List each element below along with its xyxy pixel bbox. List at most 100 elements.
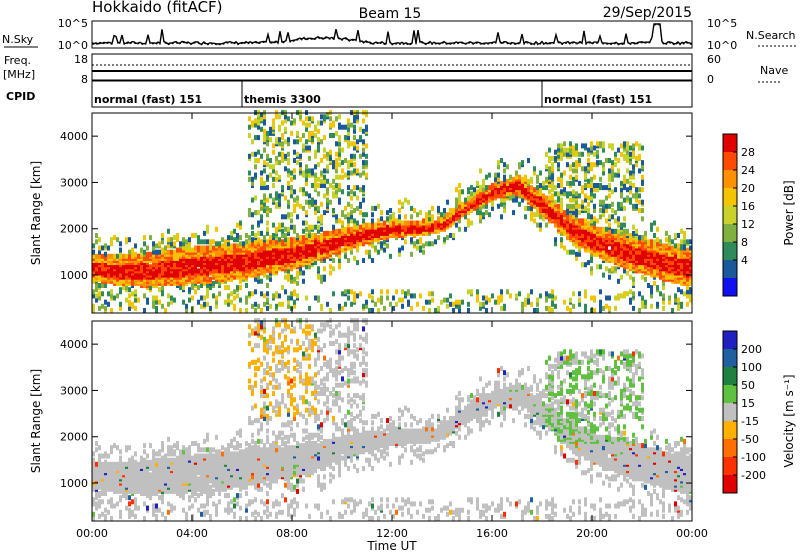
power-cell: [590, 214, 593, 219]
power-cell: [317, 296, 320, 301]
power-cell: [497, 160, 500, 165]
power-cell: [110, 308, 113, 313]
velocity-cell: [149, 472, 152, 477]
power-cell: [188, 298, 191, 303]
power-cell: [380, 296, 383, 301]
power-cell: [365, 223, 368, 228]
power-cell: [206, 246, 209, 251]
power-cell: [416, 246, 419, 251]
power-cell: [458, 227, 461, 232]
power-cell: [167, 293, 170, 298]
power-cell: [329, 231, 332, 236]
power-cell: [233, 229, 236, 234]
power-cell: [410, 214, 413, 219]
power-cell: [545, 152, 548, 157]
power-cell: [173, 298, 176, 303]
power-cell: [554, 185, 557, 190]
power-cell: [500, 181, 503, 186]
power-cell: [167, 302, 170, 307]
power-cell: [569, 175, 572, 180]
power-cell: [500, 214, 503, 219]
power-cell: [608, 204, 611, 209]
power-cell: [239, 308, 242, 313]
freq-strip-frame: [92, 54, 692, 80]
power-cell: [329, 308, 332, 313]
power-cell: [146, 252, 149, 257]
power-cell: [539, 223, 542, 228]
power-cell: [386, 225, 389, 230]
power-cell: [620, 202, 623, 207]
power-cell: [665, 243, 668, 248]
power-cell: [374, 302, 377, 307]
power-cell: [239, 298, 242, 303]
power-cell: [527, 206, 530, 211]
power-cell: [584, 183, 587, 188]
power-cell: [557, 191, 560, 196]
power-cell: [356, 260, 359, 265]
power-cell: [290, 185, 293, 190]
power-cell: [305, 233, 308, 238]
power-cell: [623, 198, 626, 203]
power-cell: [572, 177, 575, 182]
power-cell: [170, 250, 173, 255]
power-cell: [257, 158, 260, 163]
velocity-cell: [110, 462, 113, 467]
power-cell: [590, 266, 593, 271]
power-cell: [203, 239, 206, 244]
ytick-label: 4000: [60, 130, 88, 143]
power-cell: [104, 243, 107, 248]
power-cell: [278, 152, 281, 157]
power-cell: [119, 287, 122, 292]
velocity-cell: [164, 454, 167, 459]
power-cell: [371, 206, 374, 211]
power-cell: [458, 183, 461, 188]
power-cell: [386, 243, 389, 248]
power-cell: [107, 291, 110, 296]
power-cell: [545, 306, 548, 311]
power-cell: [527, 179, 530, 184]
power-cell: [620, 275, 623, 280]
velocity-cell: [95, 501, 98, 506]
power-cell: [632, 183, 635, 188]
velocity-cell: [107, 454, 110, 459]
velocity-cell: [104, 508, 107, 513]
power-cell: [329, 133, 332, 138]
power-cell: [161, 248, 164, 253]
power-cell: [98, 291, 101, 296]
power-cell: [545, 223, 548, 228]
power-cell: [320, 214, 323, 219]
velocity-cell: [98, 499, 101, 504]
power-cell: [434, 221, 437, 226]
velocity-cell: [161, 456, 164, 461]
power-cell: [194, 289, 197, 294]
power-cell: [170, 237, 173, 242]
power-cell: [266, 275, 269, 280]
power-cell: [476, 289, 479, 294]
power-cell: [587, 260, 590, 265]
power-cell: [305, 164, 308, 169]
power-cell: [323, 148, 326, 153]
power-cell: [650, 304, 653, 309]
power-cell: [572, 162, 575, 167]
power-cell: [314, 225, 317, 230]
power-cell: [563, 210, 566, 215]
power-cell: [275, 171, 278, 176]
power-cell: [440, 212, 443, 217]
power-cell: [143, 235, 146, 240]
velocity-cell: [182, 508, 185, 513]
power-cell: [629, 146, 632, 151]
power-cell: [419, 210, 422, 215]
power-cell: [593, 193, 596, 198]
velocity-cell: [173, 506, 176, 511]
noise-left-label: N.Sky: [2, 33, 34, 46]
velocity-cell: [113, 462, 116, 467]
power-cell: [284, 289, 287, 294]
power-cell: [584, 304, 587, 309]
power-cell: [428, 210, 431, 215]
power-cell: [650, 223, 653, 228]
velocity-cell: [170, 445, 173, 450]
power-cell: [113, 296, 116, 301]
power-cell: [671, 239, 674, 244]
power-cell: [269, 193, 272, 198]
power-cell: [554, 150, 557, 155]
